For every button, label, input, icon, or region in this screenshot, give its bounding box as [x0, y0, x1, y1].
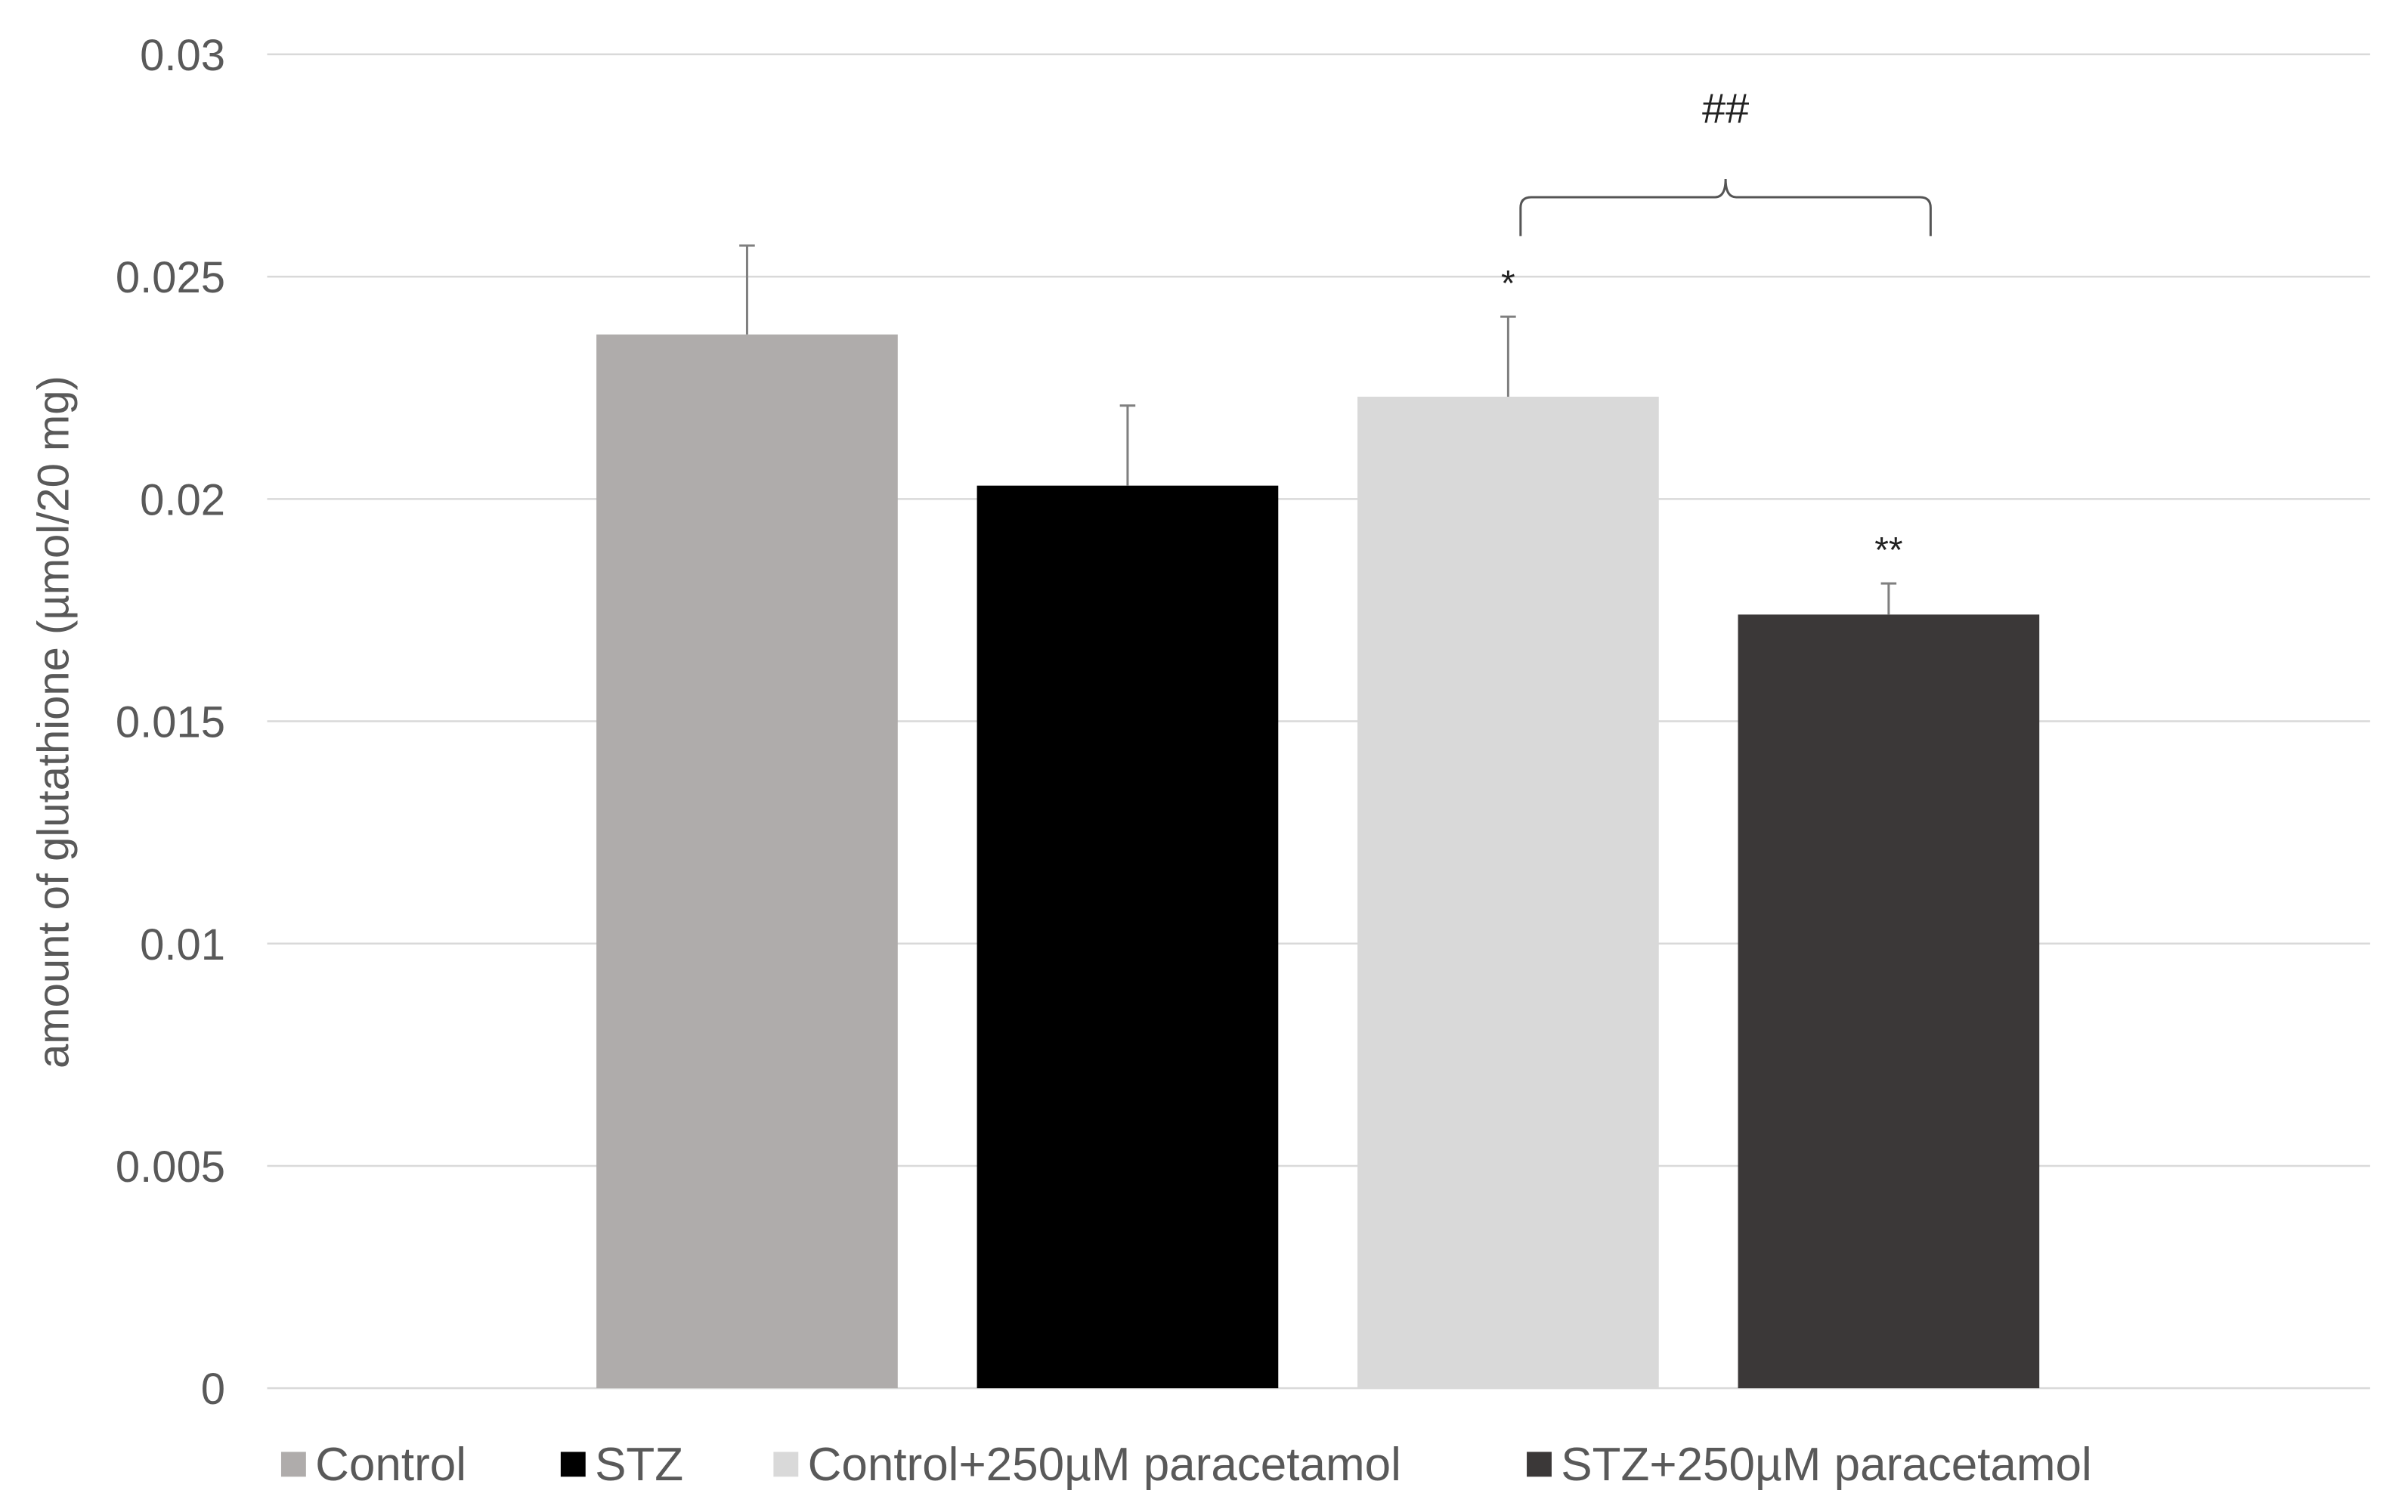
significance-mark: **	[1874, 530, 1902, 570]
legend-swatch	[560, 1452, 586, 1477]
bar	[977, 485, 1279, 1389]
legend-label: STZ+250µM paracetamol	[1561, 1439, 2092, 1491]
bars	[596, 334, 2040, 1389]
legend-label: Control+250µM paracetamol	[808, 1439, 1401, 1491]
bracket-label: ##	[1702, 84, 1749, 131]
y-tick-label: 0.02	[140, 475, 225, 524]
y-tick-label: 0.01	[140, 920, 225, 969]
significance-mark: *	[1501, 264, 1515, 304]
bar	[1738, 614, 2040, 1389]
y-tick-label: 0	[201, 1365, 225, 1414]
gridlines	[267, 53, 2370, 1390]
y-axis-ticks: 0 0.005 0.01 0.015 0.02 0.025 0.03	[116, 31, 225, 1414]
y-tick-label: 0.005	[116, 1143, 225, 1192]
bar	[596, 334, 898, 1389]
y-tick-label: 0.025	[116, 253, 225, 302]
error-bars	[739, 244, 1897, 615]
legend-swatch	[1527, 1452, 1552, 1477]
legend-swatch	[280, 1452, 306, 1477]
y-tick-label: 0.03	[140, 31, 225, 80]
legend-label: STZ	[595, 1439, 683, 1491]
legend: Control STZ Control+250µM paracetamol STZ+2…	[280, 1439, 2092, 1491]
annotations: ***##	[1501, 84, 1932, 570]
significance-bracket	[1519, 178, 1932, 237]
y-axis-title: amount of glutathione (µmol/20 mg)	[29, 376, 78, 1068]
y-tick-label: 0.015	[116, 698, 225, 747]
legend-label: Control	[315, 1439, 466, 1491]
bar	[1357, 397, 1659, 1389]
legend-swatch	[773, 1452, 799, 1477]
